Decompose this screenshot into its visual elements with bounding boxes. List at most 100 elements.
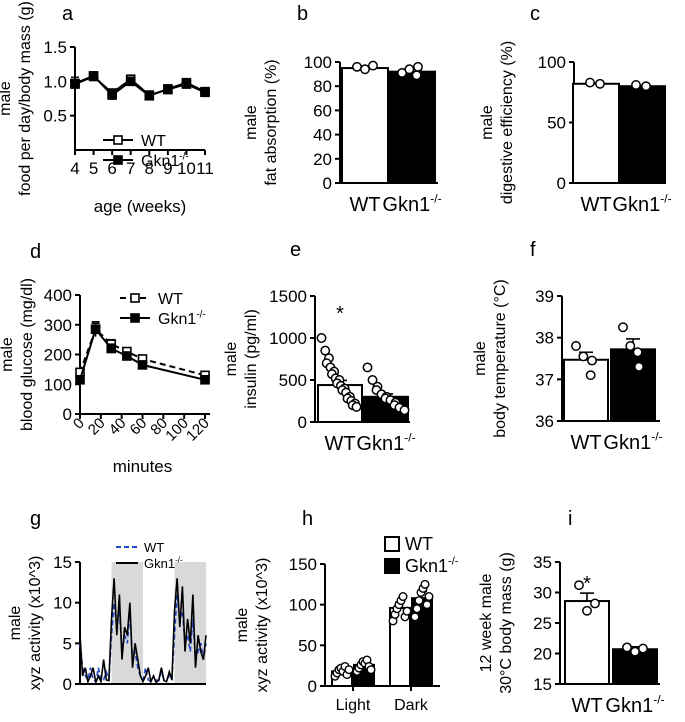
panel-label: e xyxy=(290,239,301,261)
y-tick-label: 15 xyxy=(533,675,552,694)
y-tick-label: 40 xyxy=(313,126,332,145)
series-marker xyxy=(106,343,117,354)
series-marker xyxy=(122,351,132,361)
series-marker xyxy=(113,155,123,165)
y-tick-label: 1.5 xyxy=(43,38,67,57)
y-tick-label: 39 xyxy=(535,287,554,306)
series-marker xyxy=(181,77,192,88)
y-tick-label: 300 xyxy=(44,316,72,335)
data-point xyxy=(413,61,423,72)
data-point xyxy=(587,355,597,366)
data-point xyxy=(402,606,412,616)
data-point xyxy=(585,77,595,88)
y-axis-title-line2: body temperature (°C) xyxy=(492,279,509,437)
panel-f: f 39 38 37 36 male body temperature (°C) WT Gkn1… xyxy=(472,239,663,454)
x-tick-label: 7 xyxy=(126,159,135,178)
series-marker xyxy=(200,86,210,97)
y-tick-label: 25 xyxy=(533,614,552,633)
bar xyxy=(610,348,656,423)
panel-a: a 1.5 1.0 0.5 male food per day/body mass (g)… xyxy=(0,1,214,216)
legend-label: Gkn1-/- xyxy=(158,309,206,328)
data-point xyxy=(410,612,420,622)
group-label: Dark xyxy=(394,697,429,714)
series-marker xyxy=(113,135,123,145)
panel-i: i 35 30 25 20 15 12 week male 30°C body mass (g… xyxy=(478,508,665,717)
panel-label: h xyxy=(302,508,313,530)
category-label: WT xyxy=(324,433,355,455)
data-point xyxy=(630,646,640,657)
data-point xyxy=(320,345,331,356)
y-tick-label: 0 xyxy=(298,413,307,432)
y-axis-title-line2: food per day/body mass (g) xyxy=(17,1,34,196)
data-point xyxy=(404,64,415,75)
data-point xyxy=(585,370,596,381)
x-tick-label: 4 xyxy=(70,159,79,178)
data-point xyxy=(352,61,362,72)
group-label: Light xyxy=(336,697,371,714)
y-axis-title-line1: male xyxy=(472,341,489,376)
data-point xyxy=(424,592,434,602)
category-label: Gkn1-/- xyxy=(382,192,441,216)
data-point xyxy=(622,642,632,653)
legend-label: Gkn1-/- xyxy=(405,555,459,576)
bar xyxy=(563,358,609,422)
y-tick-label: 1500 xyxy=(269,287,307,306)
y-axis-title-line1: male xyxy=(479,105,496,140)
data-point xyxy=(571,341,581,351)
data-point xyxy=(578,351,589,362)
data-point xyxy=(366,665,376,675)
y-tick-label: 35 xyxy=(533,553,552,572)
y-tick-label: 5 xyxy=(63,634,72,653)
data-point xyxy=(422,600,432,610)
category-label: WT xyxy=(349,194,380,216)
category-label: WT xyxy=(570,432,601,454)
y-tick-label: 0.5 xyxy=(43,107,67,126)
panel-label: a xyxy=(62,3,74,25)
data-point xyxy=(316,333,327,343)
series-marker xyxy=(88,71,99,81)
panel-label: g xyxy=(30,508,41,530)
legend-label: WT xyxy=(144,540,164,555)
panel-label: b xyxy=(297,3,308,25)
x-axis-title: minutes xyxy=(113,457,173,476)
y-tick-label: 0 xyxy=(308,677,317,696)
legend-label: WT xyxy=(405,534,433,554)
series-marker xyxy=(70,78,80,89)
bar xyxy=(572,82,620,184)
y-tick-label: 50 xyxy=(547,114,566,133)
y-tick-label: 37 xyxy=(535,370,554,389)
series-line xyxy=(79,327,206,377)
legend-swatch xyxy=(384,558,400,574)
y-tick-label: 100 xyxy=(538,53,566,72)
y-tick-label: 0 xyxy=(63,675,72,694)
data-point xyxy=(582,605,592,616)
data-point xyxy=(360,64,370,75)
y-tick-label: 150 xyxy=(289,555,317,574)
y-axis-title-line2: 30°C body mass (g) xyxy=(498,552,515,694)
legend-label: Gkn1-/- xyxy=(144,556,183,571)
data-point xyxy=(590,598,600,609)
x-tick-label: 8 xyxy=(145,159,154,178)
panel-label: i xyxy=(568,508,572,530)
panel-c: c 100 50 0 male digestive efficiency (%) WT Gkn… xyxy=(479,3,672,216)
y-axis-title-line2: digestive efficiency (%) xyxy=(499,41,516,204)
data-point xyxy=(632,347,643,358)
data-point xyxy=(638,643,648,654)
data-point xyxy=(595,78,605,89)
data-point xyxy=(398,592,408,602)
data-point xyxy=(631,80,641,90)
panel-h: h 150 100 50 0 male xyz activity (x10^3) Light D… xyxy=(234,508,459,714)
y-axis-title-line2: xyz activity (x10^3) xyxy=(254,558,271,693)
panel-b: b 100 80 60 40 20 0 male fat absorption (%) WT Gkn… xyxy=(243,3,442,216)
y-tick-label: 60 xyxy=(313,101,332,120)
data-point xyxy=(351,401,362,412)
y-tick-label: 0 xyxy=(557,174,566,193)
legend-swatch xyxy=(384,536,400,552)
y-axis-title-line2: blood glucose (mg/dl) xyxy=(19,278,36,431)
y-tick-label: 200 xyxy=(44,346,72,365)
data-point xyxy=(399,405,410,416)
data-point xyxy=(641,81,651,92)
data-point xyxy=(411,70,422,81)
y-tick-label: 15 xyxy=(53,553,72,572)
